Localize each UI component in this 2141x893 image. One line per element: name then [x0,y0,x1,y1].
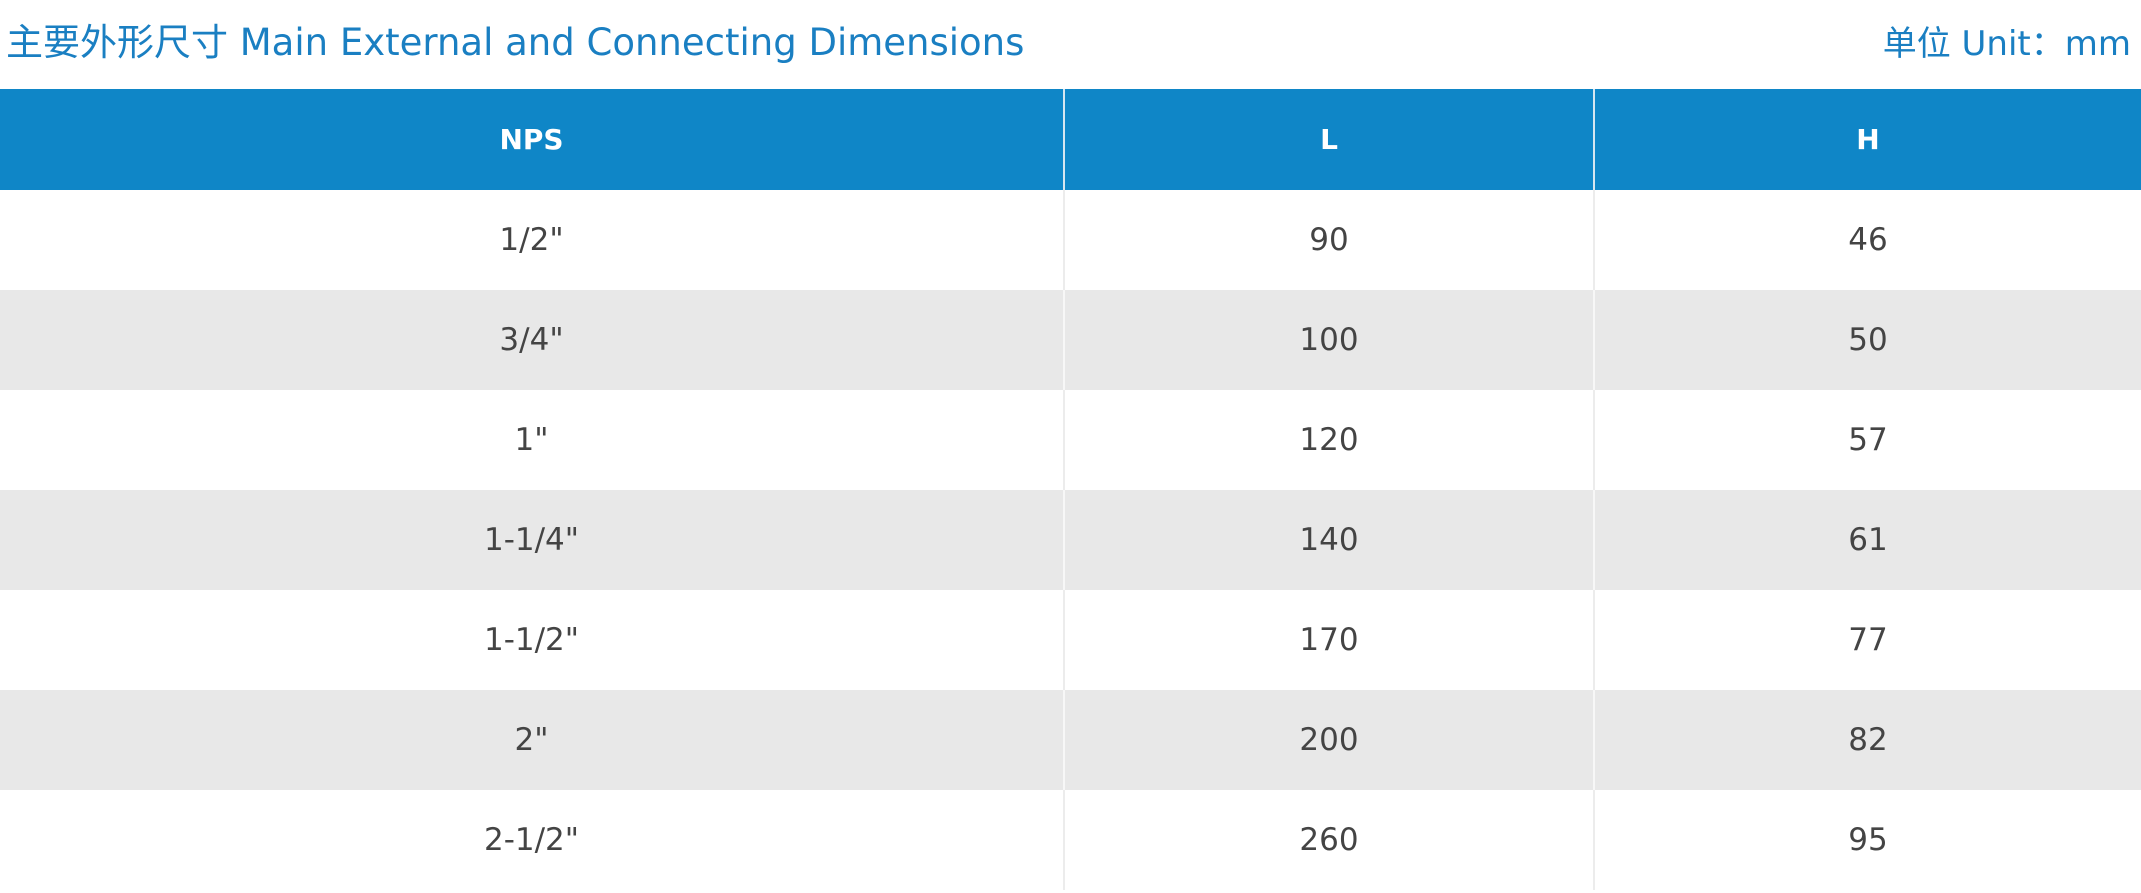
cell-h: 57 [1594,390,2141,490]
table-row: 1-1/4" 140 61 [0,490,2141,590]
cell-nps: 2-1/2" [0,790,1065,890]
column-header-h: H [1594,89,2141,190]
table-row: 2" 200 82 [0,690,2141,790]
table-row: 1-1/2" 170 77 [0,590,2141,690]
unit-label: 单位 Unit：mm [1882,24,2131,64]
cell-h: 95 [1594,790,2141,890]
cell-h: 61 [1594,490,2141,590]
page-title: 主要外形尺寸 Main External and Connecting Dime… [6,21,1025,64]
page-header: 主要外形尺寸 Main External and Connecting Dime… [0,0,2141,80]
cell-l: 260 [1064,790,1595,890]
table-header: NPS L H [0,89,2141,190]
table-header-row: NPS L H [0,89,2141,190]
column-header-l: L [1064,89,1595,190]
cell-l: 200 [1064,690,1595,790]
table-row: 1/2" 90 46 [0,190,2141,290]
cell-nps: 2" [0,690,1065,790]
cell-h: 82 [1594,690,2141,790]
cell-h: 50 [1594,290,2141,390]
table-body: 1/2" 90 46 3/4" 100 50 1" 120 57 1-1/4" … [0,190,2141,890]
cell-l: 140 [1064,490,1595,590]
cell-nps: 1/2" [0,190,1065,290]
cell-nps: 3/4" [0,290,1065,390]
cell-nps: 1-1/4" [0,490,1065,590]
cell-h: 77 [1594,590,2141,690]
cell-l: 120 [1064,390,1595,490]
table-row: 2-1/2" 260 95 [0,790,2141,890]
column-header-nps: NPS [0,89,1065,190]
table-row: 1" 120 57 [0,390,2141,490]
cell-l: 170 [1064,590,1595,690]
cell-l: 90 [1064,190,1595,290]
table-row: 3/4" 100 50 [0,290,2141,390]
cell-h: 46 [1594,190,2141,290]
dimensions-table: NPS L H 1/2" 90 46 3/4" 100 50 1" 120 57… [0,89,2141,890]
cell-nps: 1" [0,390,1065,490]
cell-nps: 1-1/2" [0,590,1065,690]
cell-l: 100 [1064,290,1595,390]
